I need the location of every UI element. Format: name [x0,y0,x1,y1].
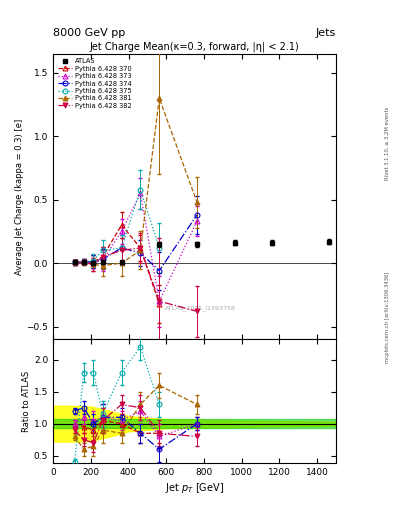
Text: Jets: Jets [316,28,336,38]
X-axis label: Jet $p_T$ [GeV]: Jet $p_T$ [GeV] [165,481,224,496]
Text: mcplots.cern.ch [arXiv:1306.3436]: mcplots.cern.ch [arXiv:1306.3436] [385,272,389,363]
Y-axis label: Ratio to ATLAS: Ratio to ATLAS [22,371,31,432]
Title: Jet Charge Mean(κ=0.3, forward, |η| < 2.1): Jet Charge Mean(κ=0.3, forward, |η| < 2.… [90,41,299,52]
Legend: ATLAS, Pythia 6.428 370, Pythia 6.428 373, Pythia 6.428 374, Pythia 6.428 375, P: ATLAS, Pythia 6.428 370, Pythia 6.428 37… [56,57,133,110]
Y-axis label: Average Jet Charge (kappa = 0.3) [e]: Average Jet Charge (kappa = 0.3) [e] [15,118,24,274]
Text: Rivet 3.1.10, ≥ 3.2M events: Rivet 3.1.10, ≥ 3.2M events [385,106,389,180]
Text: 8000 GeV pp: 8000 GeV pp [53,28,125,38]
Text: ATLAS_2015_I1393758: ATLAS_2015_I1393758 [165,305,235,311]
